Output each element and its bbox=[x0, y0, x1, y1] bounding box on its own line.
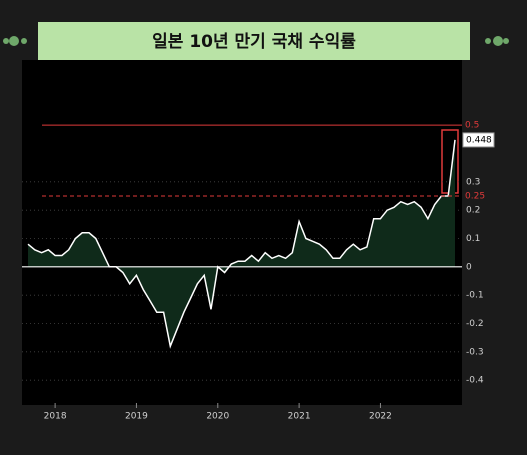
x-tick-label: 2021 bbox=[288, 412, 311, 422]
title-banner bbox=[38, 22, 470, 60]
x-tick-label: 2019 bbox=[125, 412, 148, 422]
y-tick-label: 0 bbox=[466, 262, 472, 272]
area bbox=[28, 139, 455, 347]
y-tick-label: -0.3 bbox=[466, 347, 484, 357]
value-label: 0.448 bbox=[466, 135, 492, 145]
reference-label: 0.25 bbox=[465, 192, 485, 202]
x-tick-label: 2020 bbox=[206, 412, 229, 422]
reference-label: 0.5 bbox=[465, 121, 479, 131]
x-tick-label: 2022 bbox=[369, 412, 392, 422]
x-tick-label: 2018 bbox=[44, 412, 67, 422]
y-tick-label: -0.4 bbox=[466, 376, 484, 386]
line bbox=[27, 139, 456, 349]
y-tick-label: 0.1 bbox=[466, 234, 480, 244]
value-label-box bbox=[462, 132, 495, 148]
y-tick-label: 0.2 bbox=[466, 206, 480, 216]
chart-title: 일본 10년 만기 국채 수익률 bbox=[152, 32, 356, 52]
y-tick-label: -0.2 bbox=[466, 319, 484, 329]
y-tick-label: 0.3 bbox=[466, 177, 480, 187]
ornament bbox=[3, 36, 509, 46]
y-tick-label: -0.1 bbox=[466, 291, 484, 301]
